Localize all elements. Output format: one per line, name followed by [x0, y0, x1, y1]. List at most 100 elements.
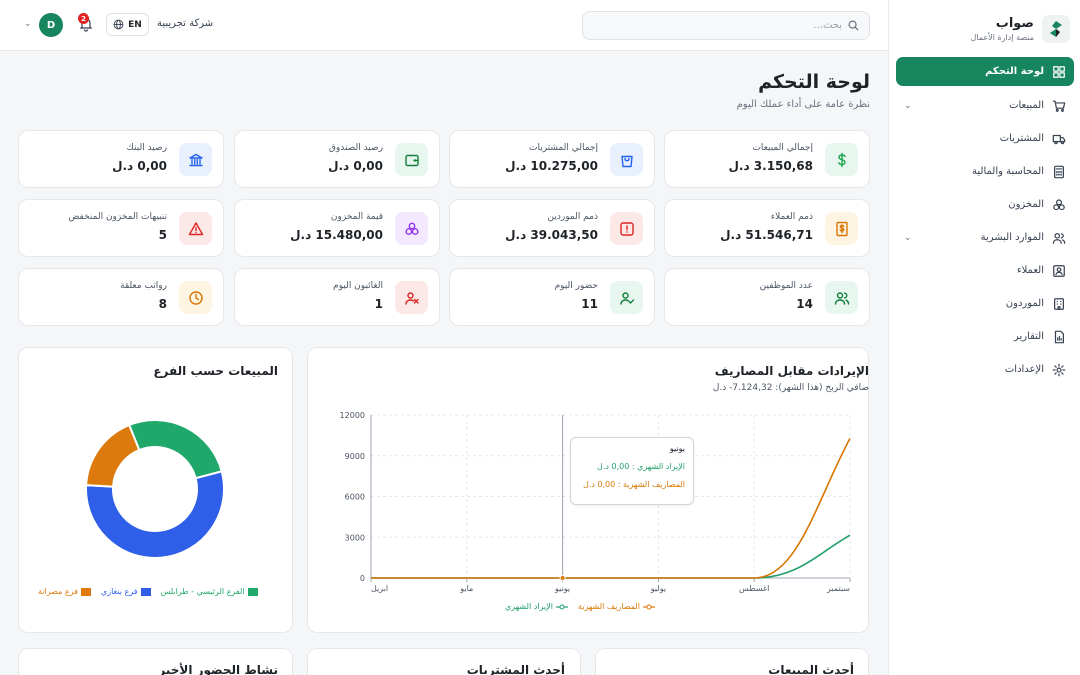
language-switch[interactable]: EN	[106, 13, 149, 36]
stat-card[interactable]: إجمالي المبيعات 3.150,68 د.ل	[664, 130, 870, 188]
stat-label: حضور اليوم	[554, 281, 598, 291]
search-icon	[848, 20, 859, 31]
y-tick-label: 12000	[340, 411, 365, 420]
page-subtitle: نظرة عامة على أداء عملك اليوم	[736, 99, 870, 110]
x-tick-label: يوليو	[650, 584, 666, 593]
latest-purchases-title: أحدث المشتريات	[466, 663, 565, 675]
legend-label: المصاريف الشهرية	[577, 602, 640, 611]
stat-card[interactable]: رصيد الصندوق 0,00 د.ل	[234, 130, 440, 188]
legend-item[interactable]: فرع بنغازي	[101, 587, 151, 596]
stat-card[interactable]: رصيد البنك 0,00 د.ل	[18, 130, 224, 188]
boxes-icon	[1052, 198, 1066, 212]
revenue-expense-title: الإيرادات مقابل المصاريف	[714, 364, 869, 378]
sidebar-item-2[interactable]: المشتريات	[896, 122, 1074, 155]
chevron-down-icon[interactable]: ⌄	[24, 19, 32, 29]
sidebar-item-label: الإعدادات	[1004, 364, 1044, 375]
series-line-0	[371, 534, 851, 579]
sidebar-item-7[interactable]: الموردون	[896, 287, 1074, 320]
branch-sales-panel	[18, 347, 293, 633]
sidebar-item-3[interactable]: المحاسبة والمالية	[896, 155, 1074, 188]
sidebar-item-label: العملاء	[1016, 265, 1044, 276]
sidebar-nav: لوحة التحكم المبيعات ⌄ المشتريات المحاسبة وا…	[888, 57, 1080, 386]
stat-label: ذمم الموردين	[547, 212, 598, 222]
revenue-expense-chart: 0 3000 6000 9000 12000 ابريل مايو يونيو يوليو اغس…	[340, 411, 851, 593]
latest-purchases-panel	[307, 648, 581, 675]
sidebar-item-4[interactable]: المخزون	[896, 188, 1074, 221]
pie-chart-legend: الفرع الرئيسي - طرابلس فرع بنغازي فرع مصرا…	[38, 587, 258, 596]
sidebar-item-label: المشتريات	[999, 133, 1044, 144]
boxes-icon	[395, 212, 428, 245]
topbar: بحث... شركة تجريبية EN 2 D ⌄	[0, 0, 888, 51]
search-input[interactable]: بحث...	[582, 11, 870, 40]
legend-label: الإيراد الشهري	[505, 602, 553, 611]
stat-label: إجمالي المبيعات	[752, 143, 813, 153]
cart-icon	[1052, 99, 1066, 113]
legend-marker-icon	[555, 604, 568, 609]
sidebar-item-1[interactable]: المبيعات ⌄	[896, 89, 1074, 122]
stat-card[interactable]: عدد الموظفين 14	[664, 268, 870, 326]
y-tick-label: 0	[360, 574, 365, 583]
users-icon	[1052, 231, 1066, 245]
globe-icon	[113, 19, 124, 30]
sidebar-item-label: المخزون	[1008, 199, 1044, 210]
stat-card[interactable]: ذمم العملاء 51.546,71 د.ل	[664, 199, 870, 257]
y-tick-label: 3000	[345, 533, 365, 542]
sidebar-item-0[interactable]: لوحة التحكم	[896, 57, 1074, 86]
sidebar-item-5[interactable]: الموارد البشرية ⌄	[896, 221, 1074, 254]
stat-label: تنبيهات المخزون المنخفض	[68, 212, 167, 222]
chevron-down-icon[interactable]: ⌄	[904, 100, 912, 111]
stat-label: قيمة المخزون	[330, 212, 383, 222]
branch-sales-title: المبيعات حسب الفرع	[153, 364, 278, 378]
sidebar-item-label: المحاسبة والمالية	[972, 166, 1044, 177]
stat-card[interactable]: إجمالي المشتريات 10.275,00 د.ل	[449, 130, 655, 188]
warning-icon	[179, 212, 212, 245]
search-placeholder: بحث...	[813, 20, 842, 31]
avatar[interactable]: D	[39, 13, 63, 37]
sidebar-item-label: لوحة التحكم	[985, 66, 1044, 77]
legend-item[interactable]: المصاريف الشهرية	[578, 602, 655, 611]
company-selector[interactable]: شركة تجريبية	[157, 18, 213, 29]
invoice-icon	[825, 212, 858, 245]
donut-slice-1[interactable]	[85, 470, 225, 559]
report-icon	[1052, 330, 1066, 344]
stat-label: عدد الموظفين	[759, 281, 813, 291]
stat-card[interactable]: الغائبون اليوم 1	[234, 268, 440, 326]
sidebar-item-9[interactable]: الإعدادات	[896, 353, 1074, 386]
x-tick-label: اغسطس	[739, 584, 769, 593]
stat-card[interactable]: رواتب معلقة 8	[18, 268, 224, 326]
attendance-activity-panel	[18, 648, 293, 675]
stat-card[interactable]: حضور اليوم 11	[449, 268, 655, 326]
brand[interactable]: صواب منصة إدارة الأعمال	[898, 12, 1070, 46]
branch-sales-donut	[85, 419, 225, 559]
sidebar-item-8[interactable]: التقارير	[896, 320, 1074, 353]
legend-item[interactable]: الفرع الرئيسي - طرابلس	[161, 587, 258, 596]
y-tick-label: 6000	[345, 493, 365, 502]
legend-label: فرع بنغازي	[100, 587, 138, 596]
sidebar: صواب منصة إدارة الأعمال لوحة التحكم المبي…	[888, 0, 1080, 675]
sidebar-item-6[interactable]: العملاء	[896, 254, 1074, 287]
stat-card[interactable]: تنبيهات المخزون المنخفض 5	[18, 199, 224, 257]
stat-value: 14	[796, 297, 813, 311]
chevron-down-icon[interactable]: ⌄	[904, 232, 912, 243]
line-chart-legend: المصاريف الشهرية الإيراد الشهري	[505, 602, 655, 611]
donut-slice-0[interactable]	[127, 419, 223, 480]
contact-card-icon	[1052, 264, 1066, 278]
stat-label: رواتب معلقة	[120, 281, 167, 291]
company-name: شركة تجريبية	[157, 18, 214, 29]
donut-slice-2[interactable]	[85, 423, 141, 488]
stat-value: 0,00 د.ل	[112, 159, 167, 173]
brand-logo-icon	[1042, 15, 1070, 43]
notifications-button[interactable]: 2	[78, 13, 94, 32]
y-tick-label: 9000	[345, 452, 365, 461]
notification-badge: 2	[78, 13, 89, 24]
legend-item[interactable]: فرع مصراتة	[38, 587, 91, 596]
stat-value: 0,00 د.ل	[328, 159, 383, 173]
stat-card[interactable]: ذمم الموردين 39.043,50 د.ل	[449, 199, 655, 257]
stat-label: الغائبون اليوم	[333, 281, 383, 291]
page-title: لوحة التحكم	[758, 71, 870, 93]
dollar-icon	[825, 143, 858, 176]
sidebar-item-label: الموارد البشرية	[980, 232, 1044, 243]
legend-swatch	[247, 587, 258, 596]
legend-item[interactable]: الإيراد الشهري	[505, 602, 568, 611]
stat-card[interactable]: قيمة المخزون 15.480,00 د.ل	[234, 199, 440, 257]
